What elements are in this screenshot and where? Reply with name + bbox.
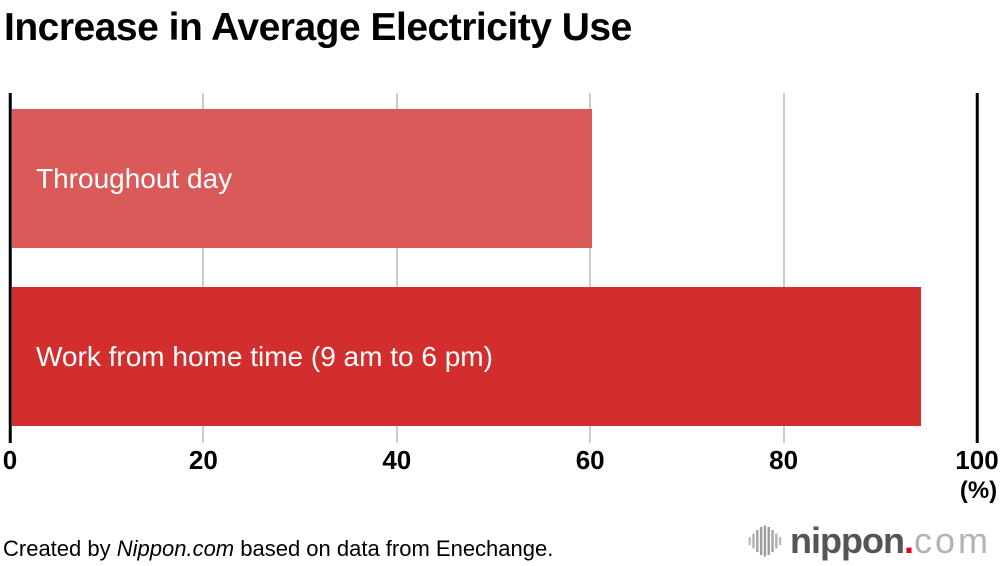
y-axis-line: [8, 93, 12, 443]
gridline: [202, 93, 205, 443]
x-tick-label: 60: [575, 445, 605, 475]
bar-work-from-home: Work from home time (9 am to 6 pm): [12, 287, 921, 426]
footer-credit: Created by Nippon.com based on data from…: [3, 536, 553, 562]
nippon-logo: nippon.com: [748, 521, 991, 561]
logo-dot: .: [903, 520, 914, 561]
gridline: [395, 93, 398, 443]
bar-label: Work from home time (9 am to 6 pm): [36, 340, 493, 372]
logo-name: nippon: [790, 520, 905, 561]
bar-throughout-day: Throughout day: [12, 109, 593, 248]
chart-title: Increase in Average Electricity Use: [4, 6, 632, 49]
credit-source: Nippon.com: [116, 536, 235, 561]
credit-prefix: Created by: [3, 536, 117, 561]
credit-suffix: based on data from Enechange.: [234, 536, 554, 561]
bar-label: Throughout day: [36, 162, 233, 194]
gridline: [782, 93, 785, 443]
x-tick-label: 80: [769, 445, 799, 475]
x-tick-label: 40: [382, 445, 412, 475]
x-tick-label: 100: [955, 445, 999, 475]
gridline: [589, 93, 592, 443]
x-tick-label: 20: [188, 445, 218, 475]
x-tick-label: 0: [2, 445, 18, 475]
logo-text: nippon.com: [790, 521, 991, 561]
soundwave-bars-icon: [748, 525, 782, 557]
x-axis-unit-label: (%): [959, 477, 998, 504]
right-axis-line: [975, 93, 979, 443]
logo-tld: com: [913, 520, 991, 561]
plot-area: Throughout day Work from home time (9 am…: [3, 93, 999, 504]
